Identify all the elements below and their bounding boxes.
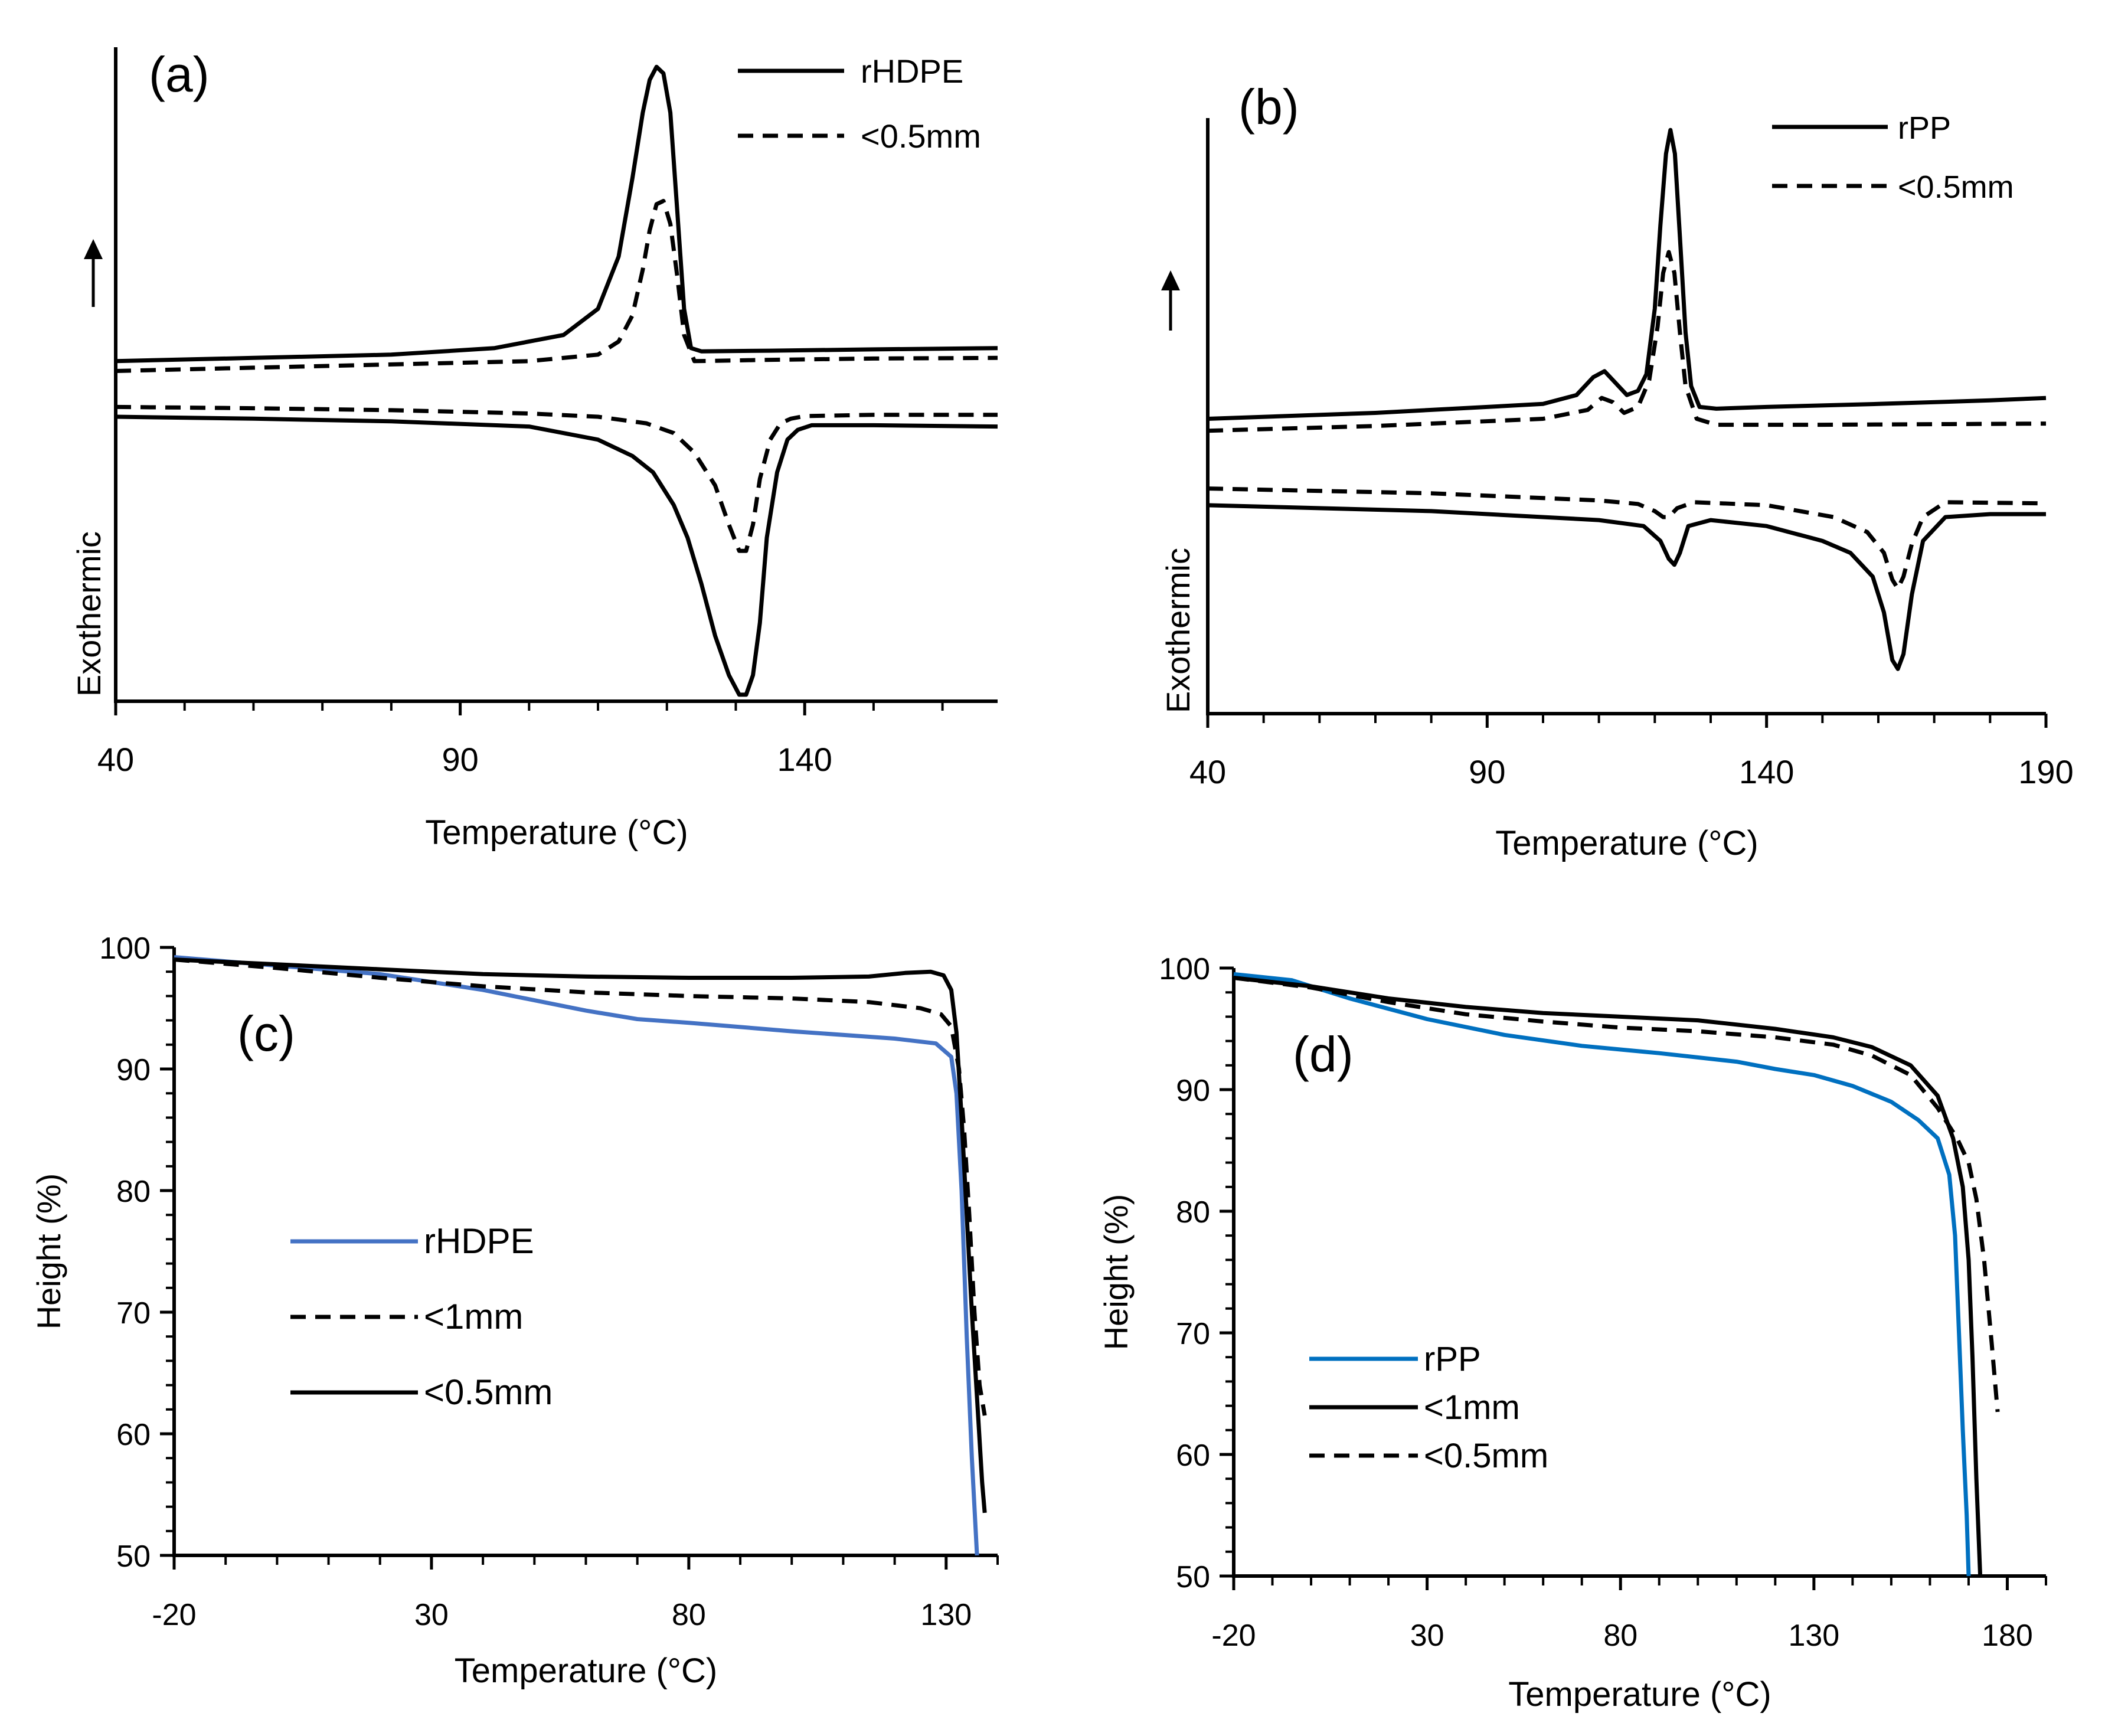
series-line-0.5mm-2 <box>1233 976 2000 1413</box>
series-line-0.5mm-3 <box>1207 486 2047 591</box>
panel-label: (b) <box>1238 79 1299 135</box>
series-line-0.5mm-3 <box>115 404 998 553</box>
up-arrow-icon <box>1161 270 1180 290</box>
y-tick-label: 50 <box>1176 1560 1210 1594</box>
panel-label: (c) <box>237 1006 295 1061</box>
y-axis-title: Exothermic <box>70 531 107 697</box>
y-tick-label: 70 <box>116 1296 151 1330</box>
x-axis-title: Temperature (°C) <box>1508 1675 1771 1714</box>
series-line-1mm-1 <box>1233 976 1983 1577</box>
y-tick-label: 80 <box>1176 1195 1210 1230</box>
x-tick-label: 190 <box>2018 753 2073 790</box>
series-line-rPP-1 <box>1207 503 2046 671</box>
x-tick-label: 40 <box>1189 753 1226 790</box>
y-tick-label: 80 <box>116 1175 151 1209</box>
legend-label: rPP <box>1424 1340 1481 1378</box>
series-line-rPP-0 <box>1233 972 1971 1577</box>
y-tick-label: 90 <box>116 1053 151 1087</box>
x-tick-label: 30 <box>1410 1619 1444 1653</box>
series-line-rHDPE-0 <box>115 64 998 364</box>
x-axis-title: Temperature (°C) <box>455 1652 717 1690</box>
panel-label: (a) <box>149 47 210 102</box>
series-line-1mm-1 <box>174 957 987 1416</box>
x-tick-label: 130 <box>1788 1619 1839 1653</box>
series-line-0.5mm-2 <box>174 957 987 1513</box>
x-tick-label: 140 <box>777 741 832 778</box>
y-tick-label: 60 <box>116 1418 151 1452</box>
legend-label: <0.5mm <box>1898 169 2014 205</box>
series-line-rPP-0 <box>1207 127 2047 421</box>
x-axis-title: Temperature (°C) <box>425 813 688 852</box>
x-tick-label: -20 <box>152 1598 196 1632</box>
chart-panel-1: 40 90 140 Temperature (°C) Exothermic (a) rHDP… <box>70 47 998 852</box>
x-tick-label: 180 <box>1982 1619 2033 1653</box>
chart-panel-2: 40 90 140 190 Temperature (°C) Exothermic (b) r… <box>1159 79 2074 862</box>
panel-label: (d) <box>1293 1026 1354 1082</box>
y-axis-title: Height (%) <box>30 1173 67 1330</box>
legend-label: <0.5mm <box>424 1372 553 1412</box>
legend-label: rHDPE <box>861 53 963 90</box>
series-line-rHDPE-1 <box>115 414 998 697</box>
legend-label: rHDPE <box>424 1221 534 1261</box>
y-tick-label: 100 <box>1159 952 1210 986</box>
x-tick-label: 30 <box>414 1598 449 1632</box>
y-axis-title: Height (%) <box>1097 1194 1135 1351</box>
x-tick-label: 130 <box>920 1598 972 1632</box>
up-arrow-icon <box>84 239 103 259</box>
y-tick-label: 90 <box>1176 1074 1210 1108</box>
legend-label: rPP <box>1898 110 1951 146</box>
x-axis-title: Temperature (°C) <box>1495 824 1758 862</box>
x-tick-label: 90 <box>1469 753 1505 790</box>
y-tick-label: 100 <box>99 931 151 966</box>
legend-label: <0.5mm <box>861 117 981 155</box>
y-tick-label: 70 <box>1176 1317 1210 1351</box>
x-tick-label: 80 <box>1603 1619 1637 1653</box>
y-tick-label: 50 <box>116 1539 151 1574</box>
legend-label: <1mm <box>1424 1388 1520 1427</box>
y-tick-label: 60 <box>1176 1439 1210 1473</box>
legend-label: <1mm <box>424 1297 523 1336</box>
x-tick-label: 140 <box>1739 753 1794 790</box>
legend-label: <0.5mm <box>1424 1437 1548 1475</box>
chart-panel-3: -20 30 80 130 50 60 70 80 90 100 Temperature (°C) H… <box>30 931 999 1690</box>
series-line-0.5mm-2 <box>115 198 998 373</box>
x-tick-label: 80 <box>672 1598 706 1632</box>
x-tick-label: -20 <box>1211 1619 1256 1653</box>
x-tick-label: 40 <box>97 741 134 778</box>
series-line-0.5mm-2 <box>1207 250 2047 433</box>
chart-panel-4: -20 30 80 130 180 50 60 70 80 90 100 Temperature (°… <box>1097 952 2047 1714</box>
x-tick-label: 90 <box>442 741 478 778</box>
y-axis-title: Exothermic <box>1159 548 1197 713</box>
